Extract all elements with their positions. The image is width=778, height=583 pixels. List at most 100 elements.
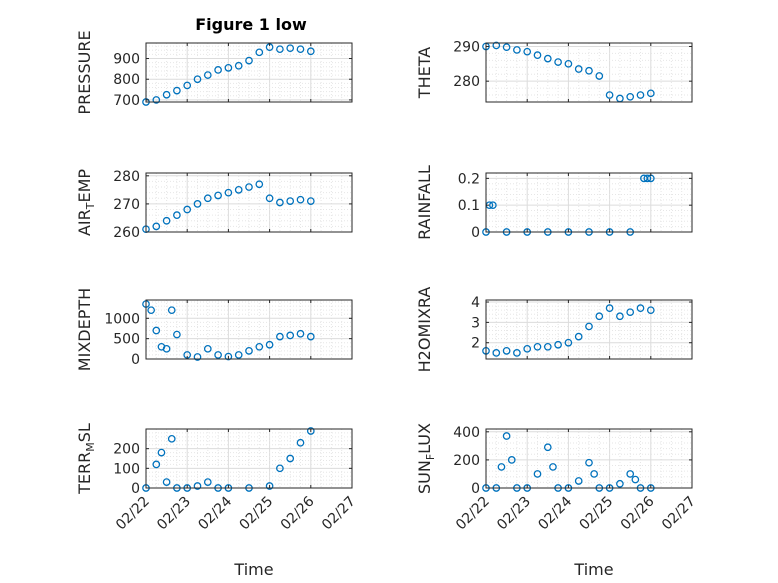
y-tick-label: 3 — [471, 315, 480, 331]
data-point — [549, 463, 557, 471]
data-point — [203, 194, 212, 203]
data-point — [507, 456, 516, 464]
data-point — [554, 340, 562, 349]
data-point — [585, 458, 593, 467]
data-point — [152, 460, 161, 469]
data-point — [245, 347, 253, 355]
y-tick-label: 1000 — [104, 311, 140, 327]
data-point — [643, 174, 652, 183]
axes-frame — [485, 428, 693, 489]
data-point — [296, 438, 305, 447]
data-point — [306, 427, 315, 435]
data-point — [193, 353, 202, 361]
axes-frame — [485, 172, 693, 233]
data-point — [214, 351, 222, 359]
y-tick-label: 2 — [471, 336, 480, 352]
data-point — [183, 81, 192, 90]
data-point — [245, 56, 253, 65]
y-tick-label: 900 — [113, 52, 140, 68]
data-point — [203, 344, 212, 353]
data-point — [564, 59, 573, 68]
data-point — [173, 86, 181, 95]
data-point — [296, 45, 305, 54]
data-point — [306, 197, 315, 205]
data-point — [214, 66, 222, 74]
y-tick-label: 100 — [113, 461, 140, 477]
data-point — [286, 197, 295, 205]
data-point — [626, 470, 635, 478]
plot-area — [486, 173, 692, 232]
subplot-3: 260 270 280 AIRTEMP — [75, 169, 353, 241]
x-axis-label: Time — [573, 560, 613, 579]
data-point — [590, 470, 599, 478]
data-point — [502, 43, 511, 52]
data-point — [492, 349, 501, 357]
x-axis-label: Time — [233, 560, 273, 579]
axes-frame — [485, 299, 693, 360]
data-point — [276, 332, 284, 341]
data-point — [152, 96, 161, 104]
data-point — [265, 482, 274, 490]
data-point — [152, 326, 161, 335]
y-tick-label: 0 — [471, 225, 480, 241]
data-point — [543, 443, 552, 452]
data-point — [286, 331, 295, 340]
data-point — [616, 479, 624, 488]
data-point — [605, 91, 614, 99]
y-tick-label: 200 — [453, 453, 480, 469]
data-point — [554, 58, 562, 66]
data-point — [203, 71, 212, 79]
data-point — [286, 44, 295, 53]
data-point — [152, 222, 161, 231]
subplot-5: 0 500 1000 MIXDEPTH — [75, 288, 353, 371]
data-point — [564, 338, 573, 347]
data-point — [306, 332, 315, 341]
data-point — [162, 90, 171, 99]
y-tick-label: 0.2 — [458, 171, 480, 187]
data-point — [543, 54, 552, 63]
subplot-1: 700 800 900 PRESSURE — [75, 30, 353, 115]
subplot-4: 0 0.1 0.2 RAINFALL — [415, 165, 693, 241]
data-point — [193, 75, 202, 84]
plot-area — [146, 300, 352, 359]
data-point — [286, 454, 295, 463]
data-point — [147, 306, 155, 315]
data-point — [616, 312, 624, 321]
data-point — [646, 89, 655, 98]
plot-area — [146, 43, 352, 102]
y-tick-label: 0 — [131, 352, 140, 368]
axes-frame — [485, 42, 693, 103]
data-point — [203, 478, 212, 486]
data-point — [646, 306, 655, 315]
plot-area — [146, 429, 352, 488]
subplot-2: 280 290 THETA — [415, 39, 693, 103]
data-point — [595, 312, 604, 321]
data-point — [306, 47, 315, 56]
data-point — [224, 63, 233, 72]
axes-frame — [145, 42, 353, 103]
data-point — [543, 342, 552, 351]
data-point — [234, 351, 243, 359]
y-tick-label: 290 — [453, 39, 480, 55]
data-point — [585, 322, 593, 331]
y-tick-label: 500 — [113, 332, 140, 348]
data-point — [224, 352, 233, 361]
data-point — [173, 211, 181, 219]
data-point — [574, 332, 583, 341]
data-point — [234, 61, 243, 70]
data-point — [626, 308, 635, 317]
data-point — [162, 478, 171, 486]
data-point — [585, 66, 593, 75]
data-point — [523, 47, 532, 56]
data-point — [255, 48, 264, 57]
y-tick-label: 200 — [113, 442, 140, 458]
data-point — [245, 183, 253, 191]
y-axis-label: TERRMSL — [75, 423, 97, 495]
data-point — [193, 200, 202, 208]
data-point — [574, 477, 583, 485]
data-point — [533, 470, 542, 478]
y-tick-label: 0.1 — [458, 198, 480, 214]
plot-area — [486, 43, 692, 102]
data-point — [574, 65, 583, 73]
